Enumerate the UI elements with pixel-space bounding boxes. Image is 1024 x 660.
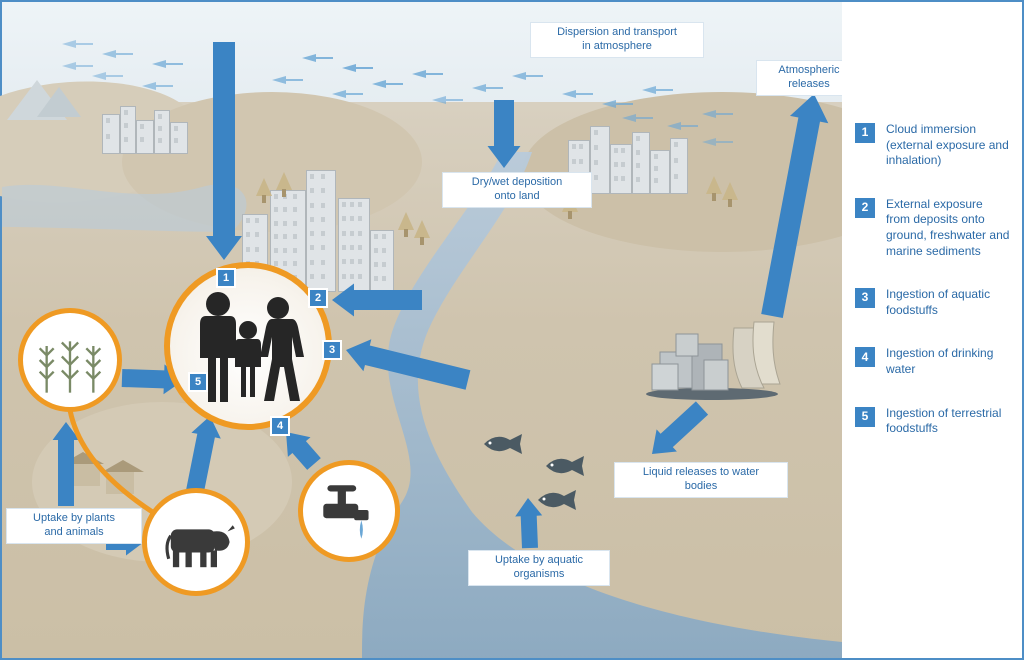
label-terrestrial-uptake: Uptake by plants and animals [6,508,142,544]
label-dispersion: Dispersion and transport in atmosphere [530,22,704,58]
wind-arrow-icon [62,62,76,70]
marker-2: 2 [308,288,328,308]
wind-arrow-icon [372,80,386,88]
wind-arrow-icon [102,50,116,58]
label-aquatic-uptake: Uptake by aquatic organisms [468,550,610,586]
cow-circle-icon [142,488,250,596]
label-text: Uptake by aquatic organisms [495,554,583,580]
fish-icon [480,432,524,456]
legend-item: 4 Ingestion of drinking water [854,346,1010,377]
legend-text: Cloud immersion (external exposure and i… [886,122,1010,169]
tree-icon [722,182,738,200]
building-icon [338,198,370,292]
wind-arrow-icon [512,72,526,80]
building-icon [120,106,136,154]
building-icon [102,114,120,154]
farmhouse-icon [66,464,100,486]
crops-circle-icon [18,308,122,412]
building-icon [154,110,170,154]
fish-icon [542,454,586,478]
legend-number: 2 [854,197,876,219]
label-text: Dry/wet deposition onto land [472,176,563,202]
building-icon [590,126,610,194]
tree-icon [414,220,430,238]
building-icon [136,120,154,154]
legend-number: 5 [854,406,876,428]
label-liquid-releases: Liquid releases to water bodies [614,462,788,498]
label-text: Liquid releases to water bodies [643,466,759,492]
legend-item: 2 External exposure from deposits onto gr… [854,197,1010,259]
wind-arrow-icon [472,84,486,92]
tap-circle-icon [298,460,400,562]
tree-icon [706,176,722,194]
wind-arrow-icon [142,82,156,90]
building-icon [610,144,632,194]
legend-number: 3 [854,287,876,309]
label-deposition: Dry/wet deposition onto land [442,172,592,208]
diagram-area: Dispersion and transport in atmosphere A… [2,2,842,658]
mountain-icon [37,87,81,117]
legend-number: 4 [854,346,876,368]
wind-arrow-icon [302,54,316,62]
legend-item: 3 Ingestion of aquatic foodstuffs [854,287,1010,318]
wind-arrow-icon [412,70,426,78]
family-silhouette-icon [178,278,318,423]
legend-text: Ingestion of aquatic foodstuffs [886,287,1010,318]
legend-text: Ingestion of terrestrial foodstuffs [886,406,1010,437]
tree-icon [256,178,272,196]
legend-panel: 1 Cloud immersion (external exposure and … [842,2,1022,658]
wind-arrow-icon [62,40,76,48]
wind-arrow-icon [702,110,716,118]
legend-item: 1 Cloud immersion (external exposure and … [854,122,1010,169]
marker-4: 4 [270,416,290,436]
legend-item: 5 Ingestion of terrestrial foodstuffs [854,406,1010,437]
marker-3: 3 [322,340,342,360]
building-icon [170,122,188,154]
wind-arrow-icon [702,138,716,146]
wind-arrow-icon [602,100,616,108]
legend-text: Ingestion of drinking water [886,346,1010,377]
wind-arrow-icon [332,90,346,98]
marker-1: 1 [216,268,236,288]
farmhouse-icon [106,472,134,494]
wind-arrow-icon [622,114,636,122]
wind-arrow-icon [642,86,656,94]
fish-icon [534,488,578,512]
wind-arrow-icon [667,122,681,130]
wind-arrow-icon [342,64,356,72]
legend-number: 1 [854,122,876,144]
tree-icon [276,172,292,190]
wind-arrow-icon [432,96,446,104]
marker-5: 5 [188,372,208,392]
nuclear-plant-icon [642,310,782,400]
diagram-frame: Dispersion and transport in atmosphere A… [0,0,1024,660]
label-text: Uptake by plants and animals [33,512,115,538]
wind-arrow-icon [562,90,576,98]
building-icon [670,138,688,194]
label-text: Dispersion and transport in atmosphere [557,26,677,52]
wind-arrow-icon [92,72,106,80]
building-icon [632,132,650,194]
label-text: Atmospheric releases [778,64,839,90]
building-icon [370,230,394,294]
wind-arrow-icon [272,76,286,84]
legend-text: External exposure from deposits onto gro… [886,197,1010,259]
building-icon [650,150,670,194]
wind-arrow-icon [152,60,166,68]
building-icon [306,170,336,292]
tree-icon [398,212,414,230]
